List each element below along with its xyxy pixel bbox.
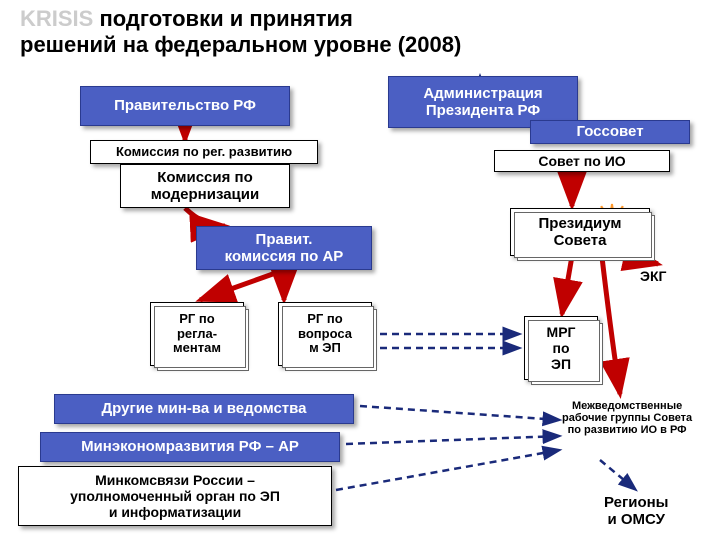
node-minecon: Минэкономразвития РФ – АР xyxy=(40,432,340,462)
page-title: KRISIS подготовки и принятия решений на … xyxy=(20,6,700,59)
node-sovetio: Совет по ИО xyxy=(494,150,670,172)
node-gov: Правительство РФ xyxy=(80,86,290,126)
node-mezh: Межведомственные рабочие группы Совета п… xyxy=(562,400,692,436)
node-kommod: Комиссия по модернизации xyxy=(120,164,290,208)
node-other: Другие мин-ва и ведомства xyxy=(54,394,354,424)
title-gray-prefix: KRISIS xyxy=(20,6,93,31)
node-minkom: Минкомсвязи России – уполномоченный орга… xyxy=(18,466,332,526)
node-komreg: Комиссия по рег. развитию xyxy=(90,140,318,164)
node-rgep: РГ по вопроса м ЭП xyxy=(278,302,372,366)
node-mrg: МРГ по ЭП xyxy=(524,316,598,380)
node-regions: Регионы и ОМСУ xyxy=(604,494,668,528)
node-rgregl: РГ по регла- ментам xyxy=(150,302,244,366)
title-line2: решений на федеральном уровне (2008) xyxy=(20,32,461,57)
node-gossovet: Госсовет xyxy=(530,120,690,144)
node-ekg: ЭКГ xyxy=(640,268,666,284)
node-pravkom: Правит. комиссия по АР xyxy=(196,226,372,270)
title-line1: подготовки и принятия xyxy=(93,6,353,31)
node-prezid: Президиум Совета xyxy=(510,208,650,256)
